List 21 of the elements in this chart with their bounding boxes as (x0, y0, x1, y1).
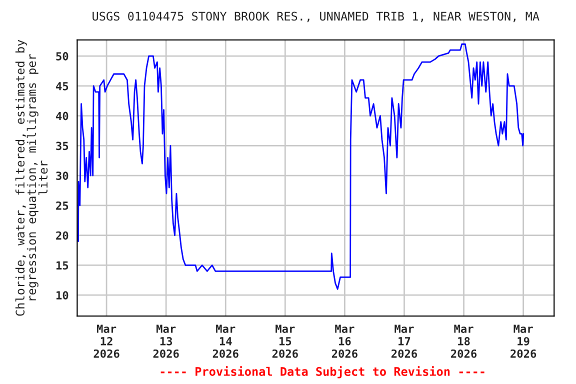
x-tick-label: Mar 14 2026 (212, 324, 238, 358)
text: ---- Provisional Data Subject to Revision ---- (160, 366, 484, 378)
chart-title: USGS 01104475 STONY BROOK RES., UNNAMED TRIB 1, NEAR WESTON, MA (92, 12, 540, 22)
y-tick-label: 15 (56, 261, 68, 270)
line-series (78, 43, 524, 290)
y-tick-label: 10 (56, 291, 68, 300)
y-tick-label: 20 (56, 231, 68, 240)
x-tick-label: Mar 15 2026 (272, 324, 298, 358)
y-tick-label: 45 (56, 82, 68, 90)
y-tick-label: 30 (56, 172, 68, 180)
x-tick-label: Mar 19 2026 (510, 324, 536, 358)
y-tick-label: 40 (56, 112, 68, 120)
x-tick-label: Mar 17 2026 (391, 324, 418, 358)
y-tick-label: 50 (56, 52, 68, 60)
x-tick-label: Mar 12 2026 (94, 324, 120, 358)
x-tick-label: Mar 16 2026 (332, 324, 358, 358)
y-tick-label: 25 (56, 201, 68, 210)
x-tick-label: Mar 13 2026 (153, 324, 179, 358)
x-tick-label: Mar 18 2026 (451, 324, 477, 358)
y-tick-label: 35 (56, 142, 68, 150)
y-axis-title: Chloride, water, filtered, estimated by regression equation, milligrams per liter (15, 40, 48, 316)
